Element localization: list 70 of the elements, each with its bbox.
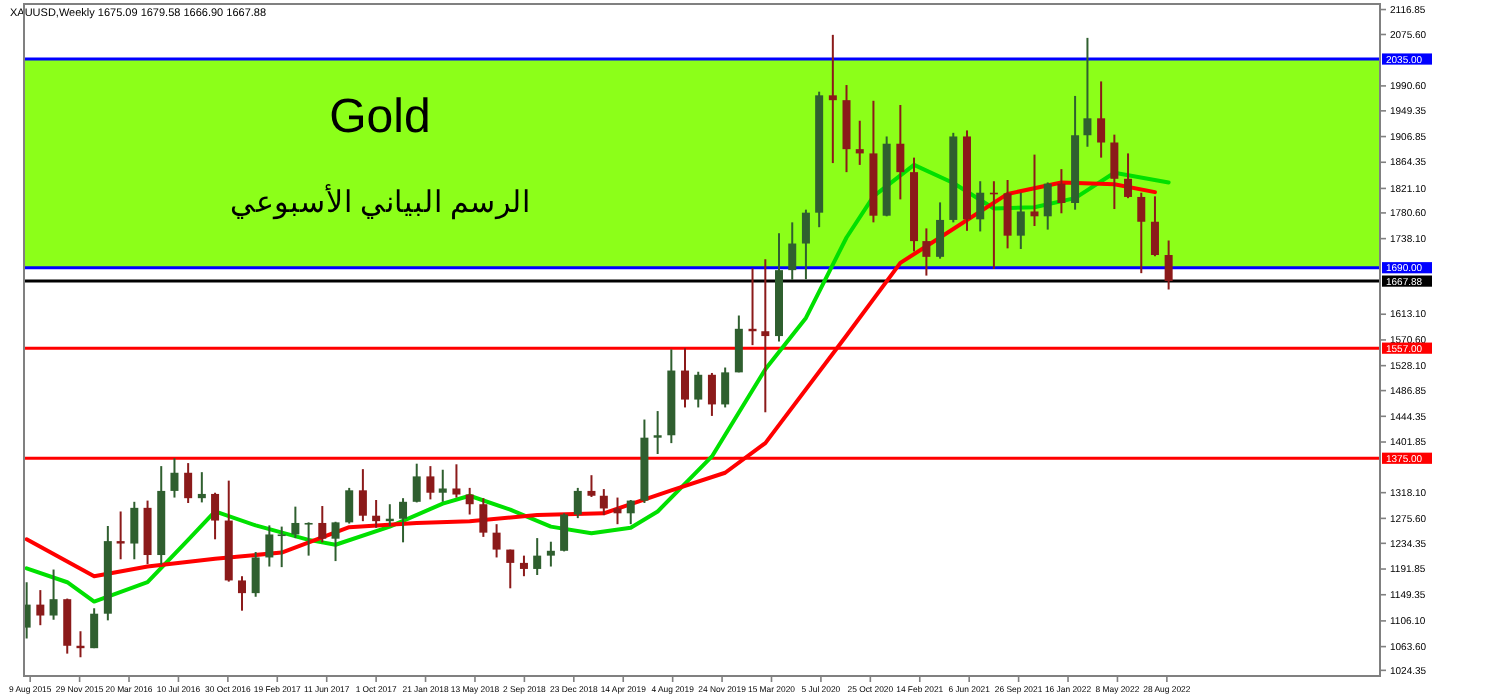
candlestick [49,568,58,621]
candlestick [707,371,716,417]
candlestick [546,540,555,568]
candlestick [237,575,246,612]
candlestick [24,581,31,640]
candlestick [694,370,703,409]
candlestick [452,463,461,499]
candlestick [855,119,864,166]
candlestick [896,104,905,201]
candlestick [1150,195,1159,258]
text: الرسم البياني الأسبوعي [229,184,531,220]
candlestick [1003,179,1012,250]
candlestick [1137,191,1146,275]
candlestick [681,347,690,409]
candlestick [143,499,152,566]
candlestick [613,496,622,526]
candlestick [626,498,635,526]
candlestick [506,548,515,590]
candlestick [922,227,931,277]
candlestick [426,465,435,501]
candlestick [211,491,220,541]
candlestick [291,505,300,540]
candlestick [1110,133,1119,211]
candlestick [1097,80,1106,159]
candlestick [1124,152,1133,200]
candlestick [492,523,501,559]
candlestick [801,208,810,281]
candlestick [599,488,608,517]
candlestick [1043,181,1052,231]
candlestick [184,462,193,505]
candlestick [412,462,421,504]
candlestick [734,314,743,374]
candlestick [479,497,488,538]
candlestick [1057,168,1066,215]
candlestick [519,554,528,578]
text: Gold [329,90,431,144]
candlestick [345,486,354,525]
candlestick [465,486,474,516]
candlestick [130,500,139,561]
candlestick [533,537,542,576]
candlestick [1164,239,1173,291]
candlestick [90,607,99,650]
candlestick [304,521,313,557]
candlestick [573,486,582,520]
candlestick [936,201,945,260]
candlestick [251,551,260,598]
candlestick [372,498,381,529]
candlestick [277,525,286,569]
candlestick [828,33,837,165]
candlestick [788,221,797,281]
candlestick [560,512,569,553]
candlestick [721,366,730,409]
candlestick [265,524,274,568]
candlestick [1016,191,1025,250]
candlestick [399,497,408,544]
candlestick [1030,153,1039,227]
candlestick [1083,36,1092,148]
candlestick [438,468,447,503]
candlestick [36,589,45,627]
candlestick [976,180,985,233]
candlestick [331,520,340,563]
candlestick [318,505,327,544]
candlestick [170,457,179,499]
candlestick [116,510,125,561]
candlestick [197,471,206,504]
candlestick [63,597,72,655]
candlestick [761,258,770,414]
candlestick [358,468,367,523]
candlestick [653,410,662,456]
candlestick [587,474,596,498]
